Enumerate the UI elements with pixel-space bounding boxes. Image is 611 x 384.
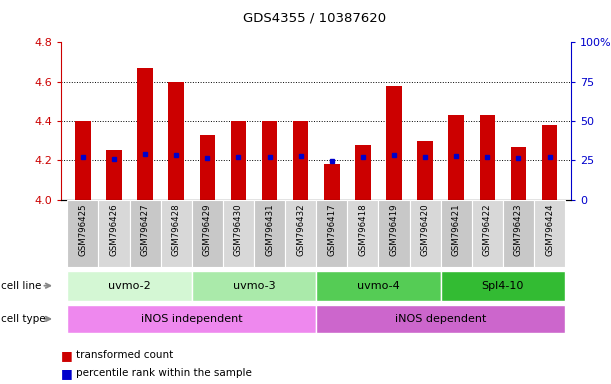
Bar: [161, 200, 192, 267]
Text: GSM796426: GSM796426: [109, 203, 119, 256]
Text: ■: ■: [61, 367, 73, 380]
Bar: [230, 121, 246, 200]
Text: ■: ■: [61, 349, 73, 362]
Bar: [75, 121, 90, 200]
Bar: [223, 200, 254, 267]
Text: GSM796431: GSM796431: [265, 203, 274, 256]
Bar: [316, 305, 565, 333]
Text: iNOS independent: iNOS independent: [141, 314, 243, 324]
Bar: [355, 144, 371, 200]
Bar: [378, 200, 409, 267]
Text: uvmo-2: uvmo-2: [108, 281, 151, 291]
Bar: [472, 200, 503, 267]
Text: transformed count: transformed count: [76, 350, 174, 360]
Bar: [67, 200, 98, 267]
Bar: [106, 151, 122, 200]
Bar: [67, 271, 192, 301]
Text: GSM796418: GSM796418: [359, 203, 367, 256]
Text: GSM796428: GSM796428: [172, 203, 181, 256]
Text: GSM796424: GSM796424: [545, 203, 554, 256]
Bar: [192, 271, 316, 301]
Text: uvmo-3: uvmo-3: [233, 281, 276, 291]
Bar: [503, 200, 534, 267]
Bar: [285, 200, 316, 267]
Text: GSM796429: GSM796429: [203, 203, 212, 255]
Text: GSM796425: GSM796425: [78, 203, 87, 256]
Text: cell line: cell line: [1, 281, 42, 291]
Text: GSM796421: GSM796421: [452, 203, 461, 256]
Text: iNOS dependent: iNOS dependent: [395, 314, 486, 324]
Bar: [534, 200, 565, 267]
Text: uvmo-4: uvmo-4: [357, 281, 400, 291]
Text: GSM796427: GSM796427: [141, 203, 150, 256]
Bar: [254, 200, 285, 267]
Text: GSM796420: GSM796420: [420, 203, 430, 256]
Bar: [409, 200, 441, 267]
Text: GSM796432: GSM796432: [296, 203, 305, 256]
Bar: [542, 125, 557, 200]
Bar: [441, 271, 565, 301]
Bar: [316, 271, 441, 301]
Text: GSM796422: GSM796422: [483, 203, 492, 256]
Text: GSM796430: GSM796430: [234, 203, 243, 256]
Bar: [511, 147, 526, 200]
Text: GSM796423: GSM796423: [514, 203, 523, 256]
Bar: [293, 121, 309, 200]
Bar: [441, 200, 472, 267]
Bar: [480, 115, 495, 200]
Bar: [316, 200, 347, 267]
Bar: [324, 164, 340, 200]
Bar: [192, 200, 223, 267]
Text: percentile rank within the sample: percentile rank within the sample: [76, 368, 252, 378]
Bar: [137, 68, 153, 200]
Bar: [417, 141, 433, 200]
Text: cell type: cell type: [1, 314, 46, 324]
Text: GSM796419: GSM796419: [389, 203, 398, 255]
Text: GSM796417: GSM796417: [327, 203, 336, 256]
Bar: [448, 115, 464, 200]
Bar: [98, 200, 130, 267]
Bar: [386, 86, 402, 200]
Bar: [130, 200, 161, 267]
Bar: [169, 82, 184, 200]
Bar: [262, 121, 277, 200]
Bar: [347, 200, 378, 267]
Text: GDS4355 / 10387620: GDS4355 / 10387620: [243, 12, 386, 25]
Bar: [67, 305, 316, 333]
Bar: [200, 135, 215, 200]
Text: Spl4-10: Spl4-10: [481, 281, 524, 291]
